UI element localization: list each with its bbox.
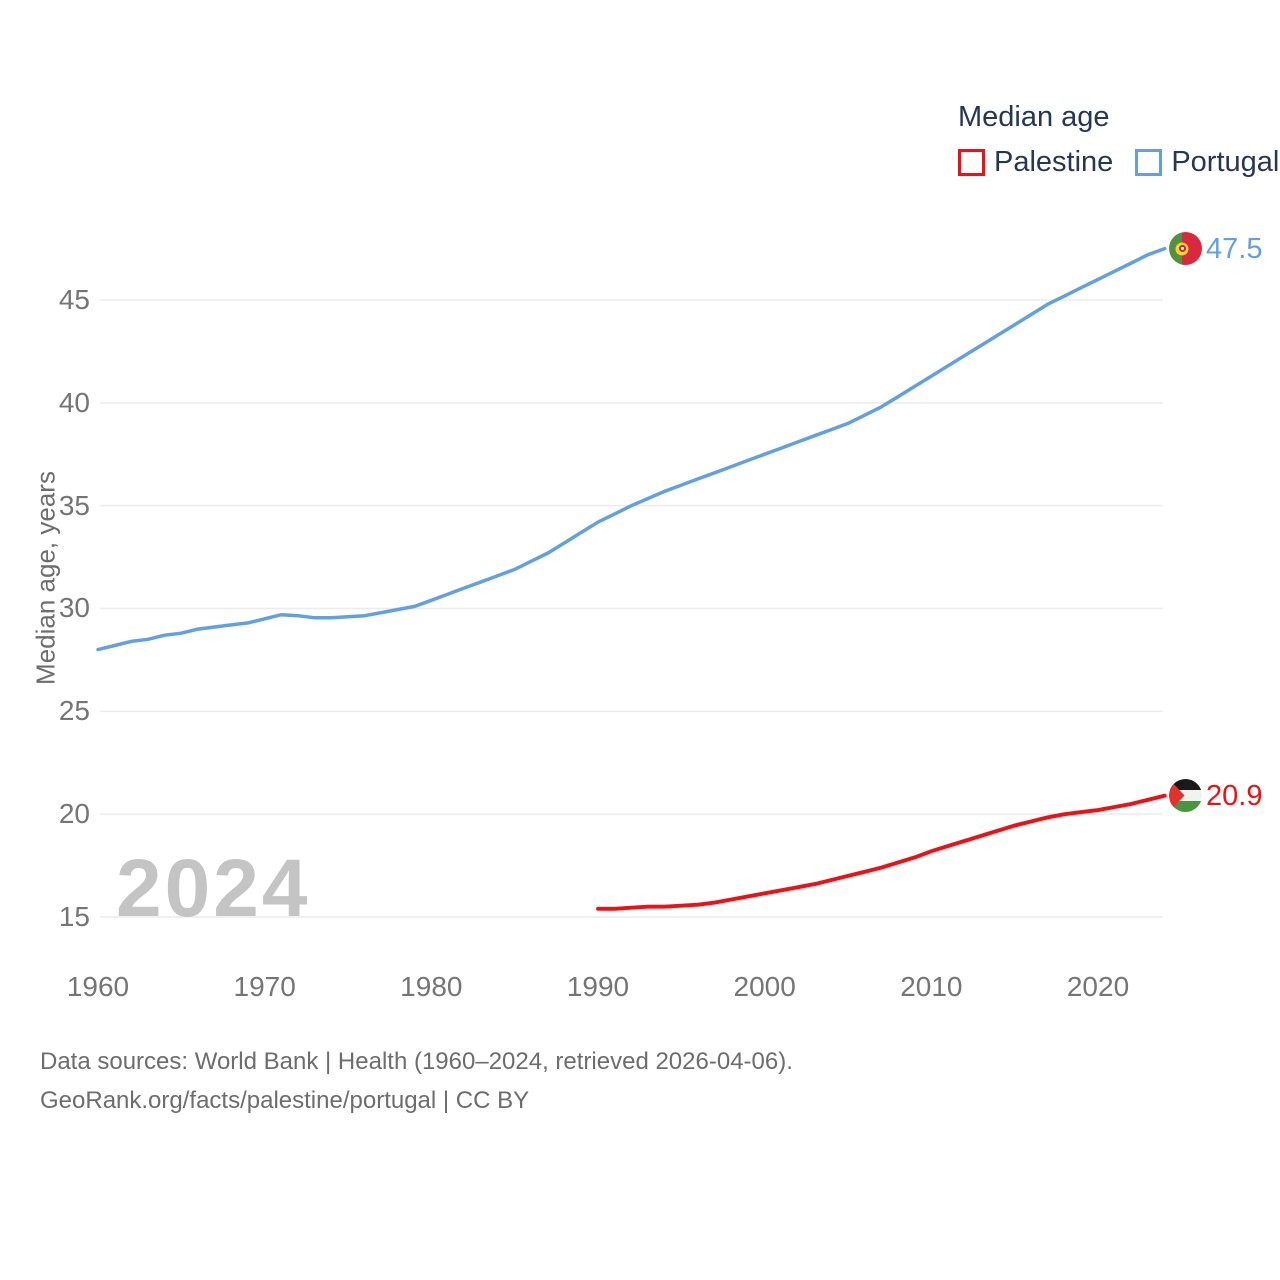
y-tick-label: 15	[58, 901, 90, 932]
palestine-flag-black-stripe	[1169, 779, 1202, 791]
x-tick-label: 1980	[400, 971, 463, 1002]
palestine-flag-green-stripe	[1169, 800, 1202, 812]
x-tick-label: 1990	[566, 971, 630, 1002]
y-tick-label: 35	[58, 489, 90, 521]
legend-row: Palestine Portugal	[958, 146, 1279, 179]
footer-data-sources: Data sources: World Bank | Health (1960–…	[40, 1048, 793, 1075]
legend: Median age Palestine Portugal	[958, 100, 1279, 179]
x-tick-label: 1970	[233, 971, 296, 1002]
series-line-portugal	[96, 246, 1167, 652]
x-tick-label: 2000	[733, 971, 796, 1002]
x-tick-label: 2020	[1066, 971, 1130, 1002]
portugal-flag-green-band	[1169, 232, 1183, 265]
legend-item-palestine[interactable]: Palestine	[958, 146, 1113, 179]
portugal-end-value: 47.5	[1206, 233, 1263, 265]
portugal-flag-red-band	[1182, 232, 1202, 265]
y-tick-label: 30	[58, 592, 90, 624]
portugal-swatch-icon	[1135, 149, 1163, 176]
y-tick-label: 45	[58, 283, 90, 315]
legend-title: Median age	[958, 101, 1110, 133]
watermark-year: 2024	[116, 843, 311, 934]
y-tick-label: 25	[58, 695, 90, 727]
x-tick-label: 2010	[900, 971, 963, 1002]
x-tick-label: 1960	[66, 971, 130, 1002]
y-tick-label: 40	[58, 386, 90, 418]
series-line-palestine	[596, 793, 1167, 911]
palestine-flag-icon	[1169, 779, 1202, 812]
y-tick-label: 20	[58, 798, 90, 830]
footer: Data sources: World Bank | Health (1960–…	[40, 1042, 793, 1120]
palestine-flag-white-stripe	[1169, 789, 1202, 802]
legend-label-portugal: Portugal	[1171, 146, 1280, 178]
portugal-flag-icon	[1169, 232, 1202, 265]
palestine-swatch-icon	[958, 149, 985, 176]
portugal-flag-emblem	[1175, 242, 1189, 255]
legend-item-portugal[interactable]: Portugal	[1135, 146, 1279, 179]
footer-attribution: GeoRank.org/facts/palestine/portugal | C…	[40, 1087, 530, 1114]
palestine-end-value: 20.9	[1206, 780, 1263, 812]
legend-label-palestine: Palestine	[994, 146, 1114, 178]
